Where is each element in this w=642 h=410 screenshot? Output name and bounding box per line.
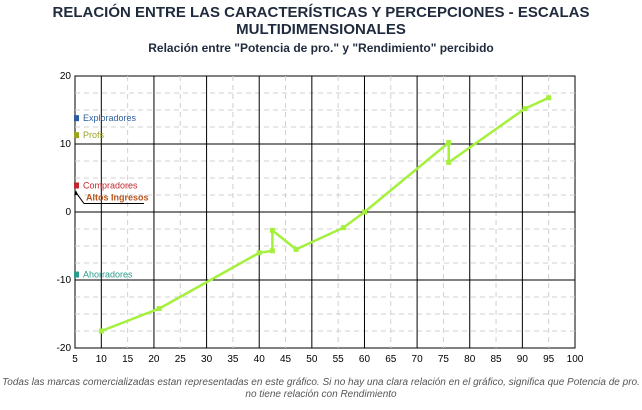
annotation-label: Compradores — [83, 180, 138, 190]
y-tick-label: 10 — [60, 139, 72, 150]
annotation-marker — [74, 182, 79, 189]
series-point — [340, 225, 346, 231]
x-tick-label: 80 — [464, 354, 476, 365]
annotation-arrow — [74, 190, 78, 196]
chart-title-line-2: MULTIDIMENSIONALES — [236, 21, 406, 38]
series-line — [100, 96, 550, 333]
x-tick-label: 75 — [438, 354, 450, 365]
x-tick-label: 60 — [359, 354, 371, 365]
x-tick-label: 65 — [385, 354, 397, 365]
x-tick-label: 55 — [333, 354, 345, 365]
x-tick-label: 10 — [96, 354, 108, 365]
x-tick-label: 30 — [201, 354, 213, 365]
chart-title-line-1: RELACIÓN ENTRE LAS CARACTERÍSTICAS Y PER… — [52, 4, 590, 21]
x-tick-label: 85 — [490, 354, 502, 365]
series-point — [446, 140, 452, 146]
x-tick-label: 90 — [517, 354, 529, 365]
annotation-label: Ahorradores — [83, 270, 133, 280]
x-tick-label: 15 — [122, 354, 134, 365]
annotation-marker — [74, 115, 79, 122]
series-point — [522, 106, 528, 112]
series-point — [98, 328, 104, 334]
series-point — [446, 159, 452, 165]
y-tick-label: -10 — [57, 275, 72, 286]
series-point — [269, 248, 275, 254]
chart-subtitle: Relación entre "Potencia de pro." y "Ren… — [148, 41, 494, 55]
x-tick-label: 50 — [306, 354, 318, 365]
series-point — [361, 209, 367, 215]
x-tick-label: 45 — [280, 354, 292, 365]
x-tick-label: 20 — [148, 354, 160, 365]
x-tick-label: 100 — [567, 354, 584, 365]
series-point — [293, 246, 299, 252]
annotation-label: Altos Ingresos — [86, 193, 149, 203]
series-point — [546, 95, 552, 101]
annotation-marker — [74, 271, 79, 278]
annotation-marker — [74, 132, 79, 139]
series-point — [269, 227, 275, 233]
series-point — [256, 250, 262, 256]
annotation-label: Profs — [83, 130, 105, 140]
x-tick-label: 25 — [175, 354, 187, 365]
y-tick-label: 20 — [60, 71, 72, 82]
x-tick-label: 95 — [543, 354, 555, 365]
y-tick-label: -20 — [57, 343, 72, 354]
chart-footnote: Todas las marcas comercializadas estan r… — [2, 377, 640, 400]
x-tick-label: 40 — [254, 354, 266, 365]
annotation-label: Exploradores — [83, 113, 137, 123]
y-tick-label: 0 — [65, 207, 71, 218]
x-tick-label: 35 — [227, 354, 239, 365]
series-point — [156, 306, 162, 312]
x-tick-label: 70 — [412, 354, 424, 365]
chart-title: RELACIÓN ENTRE LAS CARACTERÍSTICAS Y PER… — [0, 4, 642, 38]
x-tick-label: 5 — [72, 354, 78, 365]
